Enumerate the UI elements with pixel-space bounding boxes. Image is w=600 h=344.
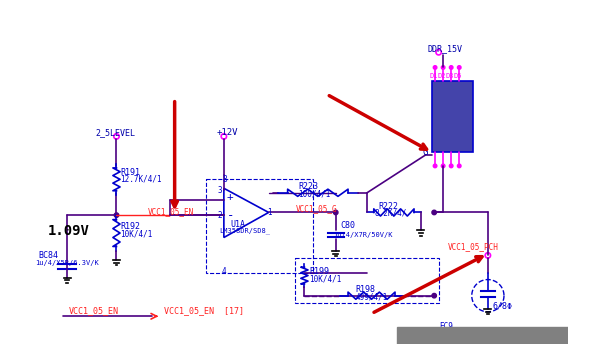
Text: VCC1_05_EN: VCC1_05_EN bbox=[69, 307, 119, 315]
Text: D2: D2 bbox=[437, 73, 446, 79]
Text: 10K/4/1: 10K/4/1 bbox=[309, 274, 341, 283]
Text: R192: R192 bbox=[120, 222, 140, 231]
Text: 1.09V: 1.09V bbox=[47, 224, 89, 238]
Text: EC9: EC9 bbox=[440, 322, 454, 332]
Circle shape bbox=[449, 66, 453, 69]
Text: R191: R191 bbox=[120, 168, 140, 177]
Text: 2: 2 bbox=[218, 211, 222, 219]
Circle shape bbox=[432, 210, 436, 215]
Text: DDR_15V: DDR_15V bbox=[427, 44, 462, 53]
Circle shape bbox=[432, 293, 436, 298]
Text: 560uFP/D8.3/L11.5/M(V)002-005: 560uFP/D8.3/L11.5/M(V)002-005 bbox=[430, 331, 538, 336]
Bar bbox=[433, 81, 473, 152]
Text: R222: R222 bbox=[379, 202, 398, 211]
Text: R223: R223 bbox=[298, 182, 318, 191]
Text: VCC1_05_EN: VCC1_05_EN bbox=[148, 207, 194, 216]
Bar bbox=[295, 258, 439, 303]
Text: 100/4/1: 100/4/1 bbox=[298, 189, 331, 198]
Circle shape bbox=[457, 164, 461, 168]
Text: C80: C80 bbox=[340, 222, 355, 230]
Text: U1A: U1A bbox=[230, 219, 245, 228]
Text: 1: 1 bbox=[267, 208, 271, 217]
Circle shape bbox=[442, 66, 445, 69]
Text: 8: 8 bbox=[222, 175, 227, 184]
Text: D1: D1 bbox=[429, 73, 437, 79]
Text: D5: D5 bbox=[453, 73, 461, 79]
Bar bbox=[397, 327, 568, 344]
Text: R198: R198 bbox=[355, 285, 376, 294]
Text: VCC1_05_EN  [17]: VCC1_05_EN [17] bbox=[164, 307, 244, 315]
Text: VCC1_05_G: VCC1_05_G bbox=[295, 204, 337, 213]
Text: LM358DR/SD8_: LM358DR/SD8_ bbox=[220, 227, 271, 234]
Text: -: - bbox=[227, 208, 234, 222]
Text: 4: 4 bbox=[222, 267, 227, 276]
Text: VCC1_05_PCH: VCC1_05_PCH bbox=[448, 242, 499, 251]
Circle shape bbox=[457, 66, 461, 69]
Circle shape bbox=[433, 164, 437, 168]
Circle shape bbox=[114, 213, 119, 217]
Text: G: G bbox=[422, 148, 428, 157]
Circle shape bbox=[433, 66, 437, 69]
Text: 6/8Φ: 6/8Φ bbox=[493, 302, 512, 311]
Text: 10K/4/1: 10K/4/1 bbox=[120, 229, 152, 238]
Text: 迅维网 Chinafix.com: 迅维网 Chinafix.com bbox=[474, 5, 540, 14]
Text: 3: 3 bbox=[218, 185, 222, 195]
Text: 8.2K/4/: 8.2K/4/ bbox=[374, 209, 407, 218]
Text: +: + bbox=[227, 192, 233, 202]
Text: R199: R199 bbox=[309, 267, 329, 276]
Circle shape bbox=[442, 164, 445, 168]
Text: BC84: BC84 bbox=[38, 251, 59, 260]
Text: D3: D3 bbox=[445, 73, 454, 79]
Circle shape bbox=[449, 164, 453, 168]
Text: 1u/4/X5R/6.3V/K: 1u/4/X5R/6.3V/K bbox=[35, 260, 99, 266]
Text: +12V: +12V bbox=[217, 128, 238, 137]
Text: 1n/4/X7R/50V/K: 1n/4/X7R/50V/K bbox=[333, 232, 392, 238]
Text: 499/4/1: 499/4/1 bbox=[355, 292, 388, 301]
Circle shape bbox=[334, 210, 338, 215]
Bar bbox=[206, 179, 313, 273]
Text: 12.7K/4/1: 12.7K/4/1 bbox=[120, 175, 161, 184]
Text: 2_5LEVEL: 2_5LEVEL bbox=[96, 128, 136, 137]
